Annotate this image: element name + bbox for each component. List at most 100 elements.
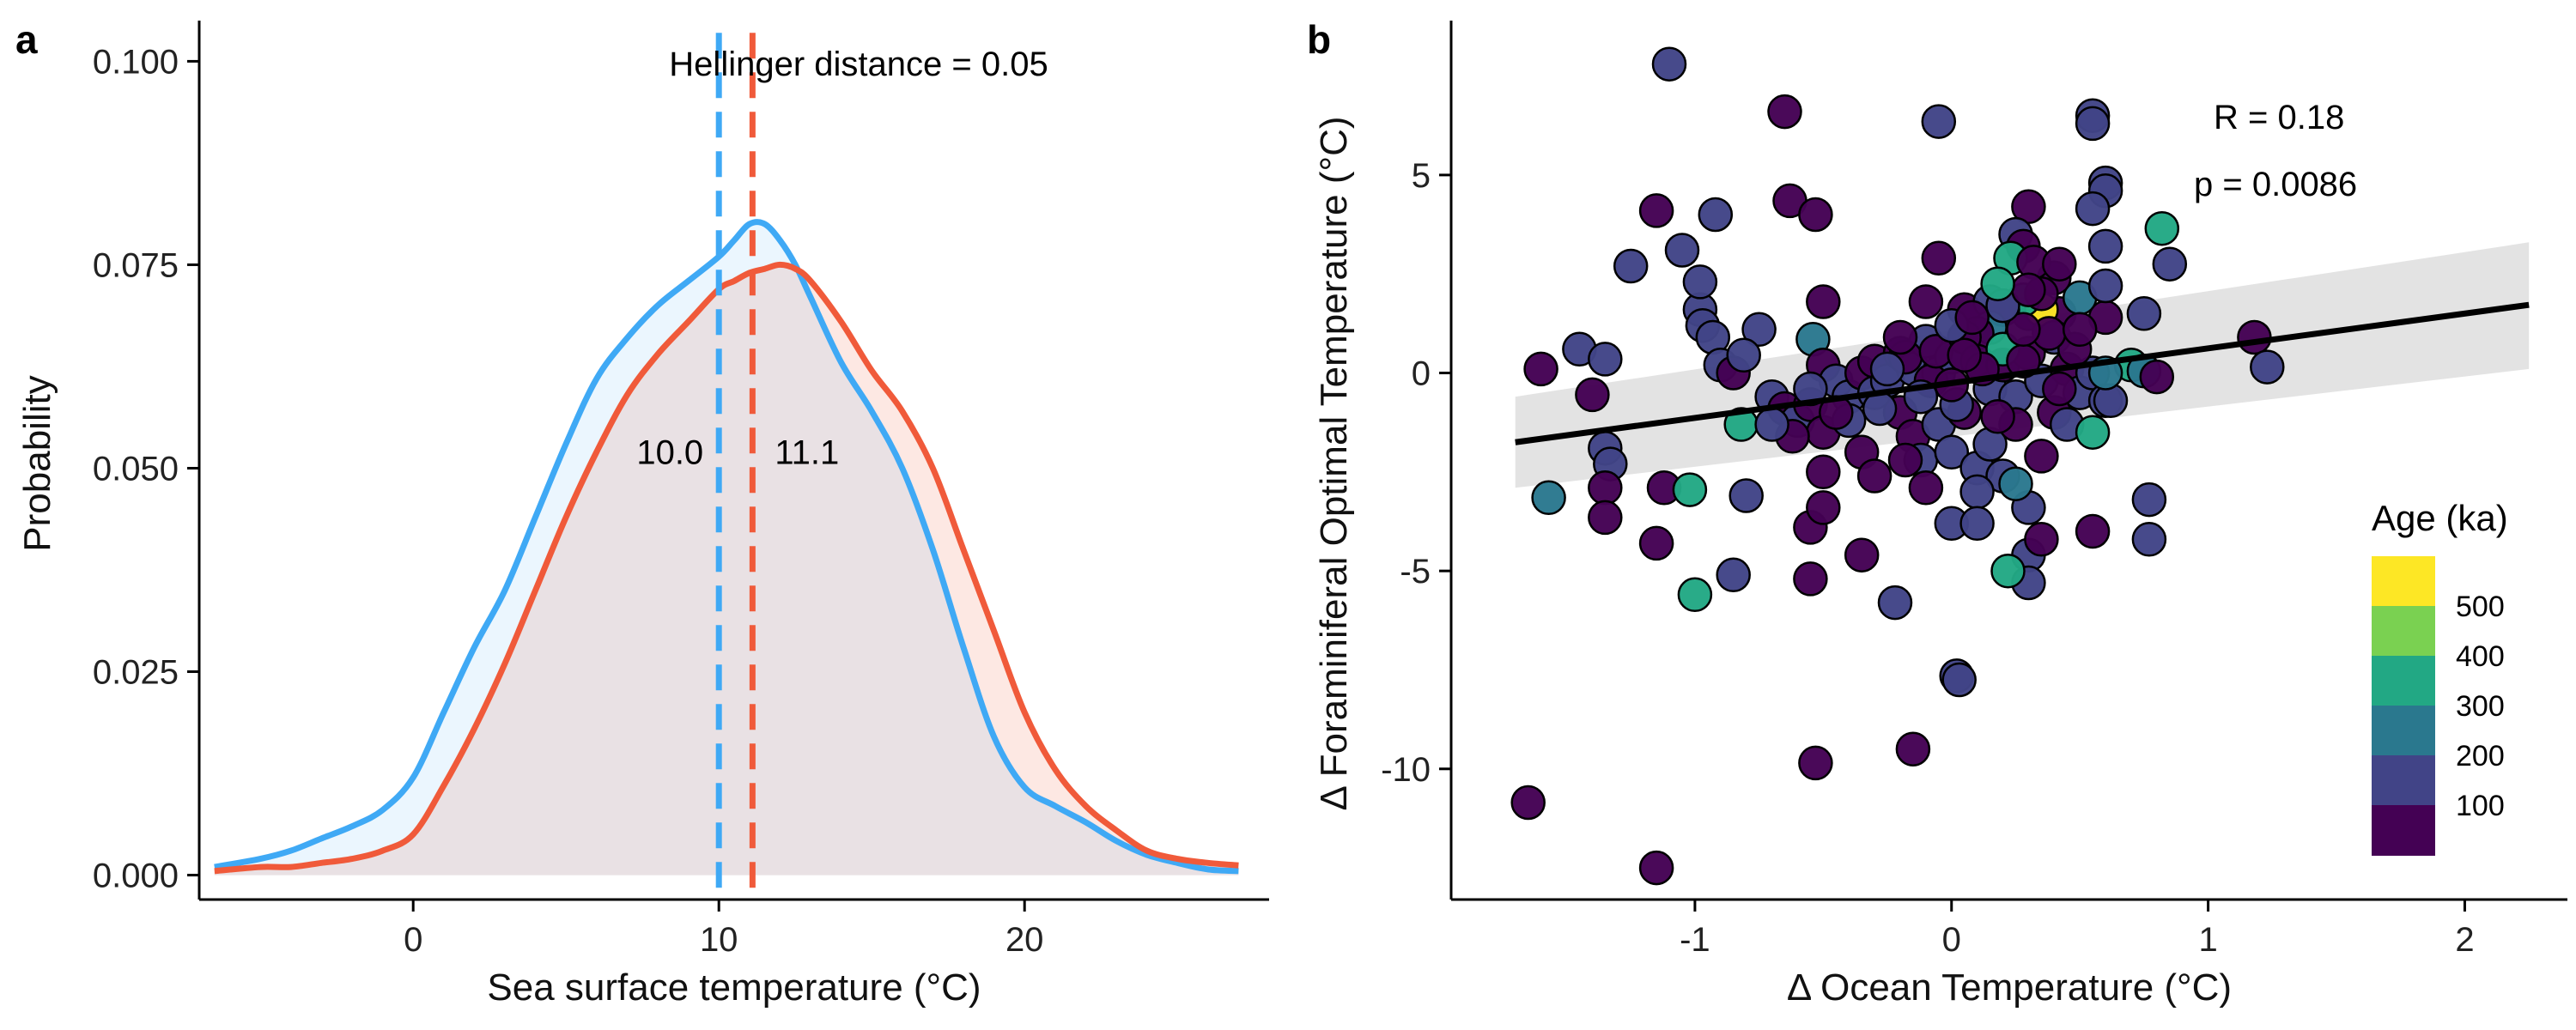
scatter-point (1806, 490, 1841, 525)
panel-a-y-ticks: 0.000 0.025 0.050 0.075 0.100 (93, 43, 199, 895)
scatter-point (1575, 377, 1610, 413)
scatter-point (1716, 557, 1751, 593)
scatter-point (1856, 458, 1893, 494)
scatter-point (1869, 351, 1905, 387)
scatter-point (1754, 407, 1789, 442)
legend-title: Age (ka) (2372, 498, 2508, 538)
scatter-point (2042, 371, 2077, 407)
scatter-points (1510, 46, 2285, 886)
scatter-point (2152, 246, 2188, 282)
legend-label: 100 (2456, 790, 2505, 822)
panel-b-y-ticks: -10 -5 0 5 (1381, 157, 1451, 789)
scatter-point (2042, 246, 2077, 282)
scatter-point (2131, 522, 2167, 557)
scatter-point (1588, 470, 1623, 506)
legend-swatch (2372, 755, 2435, 806)
scatter-point (2062, 312, 2098, 348)
x-tick-label: 2 (2455, 921, 2474, 959)
legend-swatch (2372, 805, 2435, 856)
scatter-point (1998, 466, 2033, 501)
scatter-point (1921, 240, 1957, 276)
scatter-point (2011, 272, 2046, 307)
red-mean-label: 11.1 (775, 434, 839, 472)
scatter-point (1588, 342, 1623, 377)
scatter-point (1613, 248, 1649, 284)
age-legend: Age (ka) 500 400 300 200 100 (2372, 498, 2508, 856)
y-tick-label: -5 (1400, 553, 1431, 591)
x-tick-label: 0 (404, 921, 422, 959)
panel-a-y-axis-title: Probability (16, 375, 58, 551)
scatter-point (1523, 351, 1558, 387)
scatter-point (1698, 197, 1734, 233)
scatter-point (1844, 537, 1880, 573)
x-tick-label: 1 (2198, 921, 2217, 959)
scatter-point (2075, 415, 2111, 450)
blue-density-line (214, 219, 1239, 875)
scatter-point (1728, 478, 1764, 513)
scatter-point (2144, 210, 2180, 246)
x-tick-label: 10 (700, 921, 738, 959)
correlation-r-label: R = 0.18 (2214, 99, 2344, 136)
legend-label: 400 (2456, 640, 2505, 673)
scatter-point (1682, 264, 1718, 300)
scatter-point (1959, 506, 1995, 542)
scatter-point (1980, 399, 2015, 434)
red-density-fill (214, 264, 1239, 876)
panel-b-plot-area (1510, 46, 2530, 886)
scatter-point (1741, 312, 1777, 348)
y-tick-label: -10 (1381, 751, 1431, 789)
scatter-point (1954, 300, 1990, 336)
red-density-line (214, 261, 1239, 875)
y-tick-label: 0.025 (93, 654, 179, 692)
panel-a-letter: a (15, 17, 38, 62)
scatter-point (1806, 454, 1841, 490)
scatter-point (1887, 442, 1923, 478)
scatter-point (1651, 46, 1687, 82)
scatter-point (1908, 284, 1944, 319)
legend-swatch (2372, 556, 2435, 607)
scatter-point (1793, 561, 1828, 597)
scatter-point (1798, 197, 1833, 233)
legend-labels: 500 400 300 200 100 (2456, 591, 2505, 822)
panel-b-x-axis-title: Δ Ocean Temperature (°C) (1787, 966, 2232, 1009)
scatter-point (2006, 312, 2041, 348)
x-tick-label: 20 (1005, 921, 1044, 959)
legend-swatch (2372, 606, 2435, 657)
scatter-point (1990, 553, 2026, 589)
scatter-point (2126, 296, 2162, 331)
scatter-point (1677, 577, 1713, 613)
scatter-point (1726, 337, 1761, 373)
scatter-point (2075, 513, 2111, 549)
panel-b: b R = 0.18 p = 0.0086 -1 0 1 2 -10-505 Δ Oc… (1307, 17, 2567, 1009)
regression-line (1515, 301, 2530, 445)
scatter-point (1638, 850, 1674, 886)
panel-a-plot-area: 10.0 11.1 Hellinger distance = 0.05 (214, 33, 1239, 900)
correlation-p-label: p = 0.0086 (2194, 166, 2357, 203)
legend-label: 200 (2456, 740, 2505, 772)
scatter-point (1980, 266, 2015, 301)
scatter-point (1798, 745, 1833, 781)
scatter-point (1767, 94, 1802, 130)
scatter-point (2131, 482, 2167, 518)
y-tick-label: 0.100 (93, 43, 179, 81)
panel-b-x-ticks: -1 0 1 2 (1680, 900, 2475, 959)
scatter-point (2250, 349, 2285, 385)
x-tick-label: -1 (1680, 921, 1710, 959)
scatter-point (1895, 731, 1931, 766)
scatter-point (2075, 106, 2111, 142)
scatter-point (1934, 434, 1970, 470)
y-tick-label: 0.050 (93, 450, 179, 488)
legend-color-bar (2372, 556, 2435, 856)
scatter-point (1531, 480, 1566, 516)
legend-label: 500 (2456, 591, 2505, 623)
panel-b-y-axis-title: Δ Foraminiferal Optimal Temperature (°C) (1313, 116, 1355, 810)
scatter-point (1921, 104, 1957, 139)
scatter-point (2024, 439, 2059, 474)
scatter-point (1908, 470, 1944, 506)
scatter-point (1672, 472, 1708, 507)
x-tick-label: 0 (1942, 921, 1961, 959)
panel-a-x-ticks: 0 10 20 (404, 900, 1043, 959)
scatter-point (1877, 585, 1913, 621)
